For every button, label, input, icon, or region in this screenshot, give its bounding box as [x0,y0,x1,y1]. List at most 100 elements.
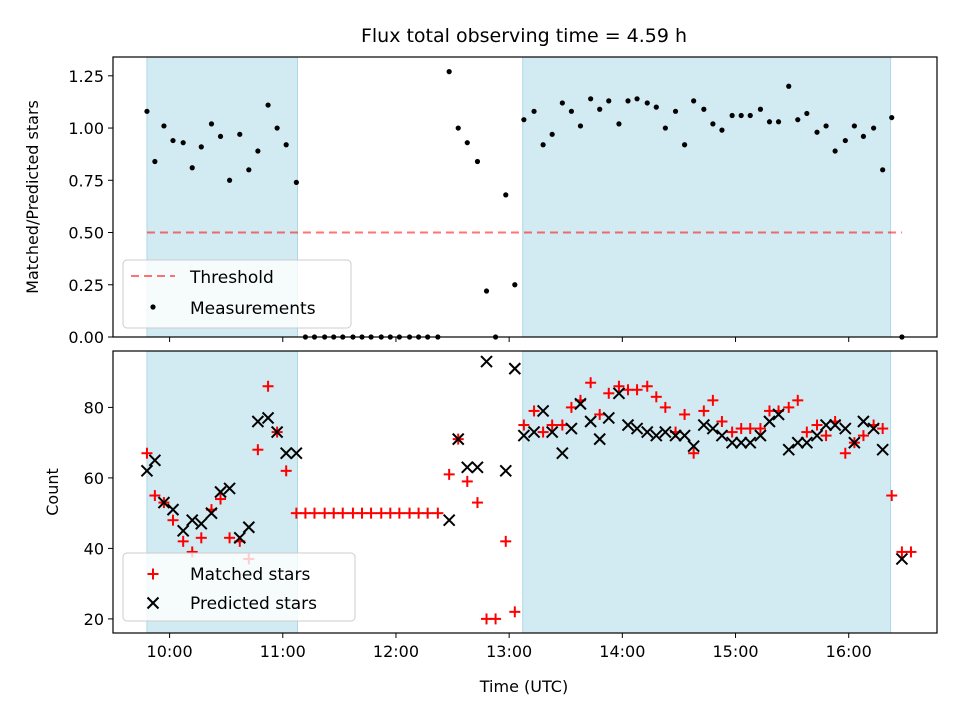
measurement-point [775,119,782,125]
matched-star-point [679,408,691,420]
chart-title: Flux total observing time = 4.59 h [361,25,687,47]
measurement-point [757,106,764,112]
measurement-point [474,158,481,165]
measurement-point [577,123,584,129]
top-plot-marks [144,69,905,340]
top-y-tick-label: 0.00 [68,328,104,347]
predicted-star-point [848,436,861,449]
measurement-point [274,125,280,131]
matched-star-point [754,423,766,435]
top-y-tick-label: 0.75 [68,171,104,190]
predicted-star-point [772,408,785,421]
measurement-point [719,127,725,133]
measurement-point [851,123,857,129]
x-tick-label: 10:00 [147,642,193,661]
predicted-star-point [527,425,541,439]
top-y-tick-label: 0.50 [68,224,104,243]
measurement-point [483,288,490,294]
matched-star-point [801,426,813,438]
predicted-star-point [261,411,275,425]
bottom-axes-frame [112,350,938,634]
matched-star-point [393,507,405,519]
bottom-legend-predicted-label: Predicted stars [190,594,317,614]
measurement-point [170,137,176,144]
measurement-point [559,100,565,106]
predicted-star-point [819,418,833,432]
matched-star-point [688,447,700,459]
matched-star-point [215,493,227,505]
measurement-point [681,142,688,148]
top-shaded-regions [146,56,892,338]
matched-star-point [422,507,434,519]
matched-star-point [177,535,189,547]
predicted-star-point [734,436,748,449]
predicted-star-point [763,415,776,428]
measurement-point [198,144,204,150]
measurement-point [606,98,612,104]
predicted-star-point [157,496,171,509]
bottom-plot-marks [140,355,917,625]
matched-star-point [650,391,662,403]
measurement-point [597,106,603,112]
measurement-point [738,112,744,119]
measurement-point [710,121,716,127]
matched-star-point [432,507,444,519]
bottom-legend-box [122,552,356,622]
bottom-legend: Matched stars Predicted stars [122,552,356,622]
matched-star-point [905,546,917,558]
measurement-point [512,282,518,288]
measurement-point [265,102,271,108]
predicted-star-point [706,422,720,435]
measurement-point [747,112,753,119]
predicted-star-point [725,436,739,449]
predicted-star-point [499,464,512,478]
predicted-star-point [140,464,154,478]
predicted-star-point [270,425,284,439]
predicted-star-point [697,418,711,432]
predicted-star-point [800,436,814,449]
top-y-tick-label: 0.25 [68,276,104,295]
bottom-y-tick-label: 60 [84,469,104,488]
matched-star-point [698,405,710,417]
measurement-point [455,125,461,131]
top-legend: Threshold Measurements [122,259,352,329]
measurement-point [255,148,261,154]
predicted-star-point [810,429,824,442]
measurement-point [189,165,195,171]
predicted-star-point [148,454,162,467]
predicted-star-point [508,362,522,375]
top-legend-threshold-label: Threshold [189,268,274,288]
predicted-star-point [669,429,682,442]
measurement-point [237,131,243,137]
bottom-y-tick-label: 80 [84,398,104,417]
matched-star-point [839,447,851,459]
predicted-star-point [565,422,578,435]
x-tick-label: 13:00 [486,642,532,661]
predicted-star-point [452,432,465,446]
measurement-point [144,108,150,114]
matched-star-point [280,465,292,477]
matched-star-point [659,401,671,413]
measurement-point [588,96,594,102]
matched-star-point [641,380,653,392]
predicted-star-point [517,429,531,442]
predicted-star-point [839,422,852,435]
measurement-point [814,129,820,135]
matched-star-point [262,380,274,392]
predicted-star-point [715,429,729,442]
top-axis-ticks: 0.00 0.25 0.50 0.75 1.00 1.25 [68,67,850,347]
legend-x-glyph [146,596,160,610]
matched-star-point [149,490,161,502]
predicted-star-point [223,482,236,495]
measurement-point [226,177,233,183]
measurement-point [464,140,470,146]
matched-star-point [594,408,606,420]
measurement-point [208,121,215,127]
top-y-tick-label: 1.00 [68,119,104,138]
matched-star-point [509,606,521,618]
top-shaded-span-1 [522,56,892,338]
measurement-point [729,112,735,119]
matched-star-point [337,507,349,519]
measurement-point [880,167,886,173]
measurement-point [616,121,622,127]
